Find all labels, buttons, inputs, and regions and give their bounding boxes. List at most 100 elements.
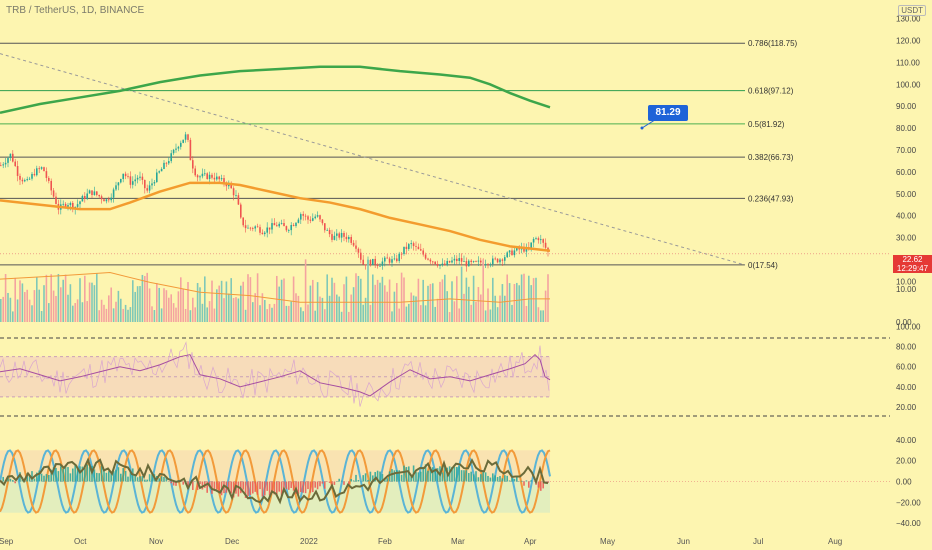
candle-body [271, 223, 273, 230]
volume-bar [480, 294, 482, 322]
candle-body [381, 261, 384, 266]
volume-bar [508, 283, 511, 322]
osc-histogram-bar [93, 469, 96, 482]
candle-body [261, 232, 264, 235]
candle-body [278, 223, 280, 227]
volume-bar [432, 283, 434, 322]
time-tick-label: Jul [753, 537, 763, 546]
osc-histogram-bar [453, 466, 456, 482]
price-tick-label: 40.00 [896, 212, 917, 221]
osc-histogram-bar [480, 474, 482, 482]
osc-histogram-bar [312, 481, 314, 493]
candle-body [232, 188, 235, 196]
candle-body [463, 260, 465, 262]
osc-histogram-bar [424, 464, 427, 482]
candle-body [244, 225, 247, 229]
candle-body [196, 175, 199, 178]
candle-body [360, 252, 362, 260]
candle-body [117, 182, 120, 186]
osc-histogram-bar [386, 478, 388, 482]
osc-histogram-bar [350, 478, 352, 482]
volume-bar [408, 303, 410, 322]
osc-histogram-bar [237, 481, 240, 497]
volume-bar [12, 311, 14, 322]
osc-histogram-bar [343, 481, 345, 485]
volume-bar [280, 279, 283, 322]
candle-body [156, 172, 158, 183]
volume-bar [160, 308, 163, 322]
osc-histogram-bar [57, 471, 60, 482]
candle-body [9, 153, 12, 159]
osc-histogram-bar [540, 481, 542, 491]
osc-histogram-bar [405, 467, 408, 482]
volume-bar [328, 295, 331, 322]
volume-bar [384, 285, 386, 322]
volume-bar [336, 294, 338, 322]
osc-histogram-bar [309, 481, 312, 493]
osc-histogram-bar [451, 467, 453, 482]
osc-histogram-bar [492, 473, 494, 482]
candle-body [28, 178, 31, 180]
candle-body [139, 176, 141, 178]
osc-histogram-bar [290, 481, 292, 489]
osc-histogram-bar [45, 474, 48, 482]
candle-body [326, 229, 328, 231]
candle-body [283, 223, 285, 227]
volume-bar [151, 306, 153, 322]
osc-histogram-bar [196, 481, 199, 490]
candle-body [292, 225, 295, 226]
volume-bar [506, 274, 508, 322]
currency-badge[interactable]: USDT [898, 5, 926, 16]
osc-histogram-bar [100, 466, 103, 482]
candle-body [516, 247, 518, 251]
volume-tick-label: 10.00 [896, 285, 917, 294]
volume-bar [84, 275, 86, 322]
volume-bar [223, 298, 225, 322]
volume-bar [0, 298, 2, 322]
osc-histogram-bar [324, 481, 326, 489]
osc-histogram-bar [338, 478, 340, 482]
osc-histogram-bar [410, 474, 412, 482]
volume-bar [86, 301, 88, 322]
volume-bar [187, 282, 189, 322]
candle-body [33, 173, 36, 176]
candle-body [79, 201, 81, 205]
volume-bar [364, 297, 367, 322]
candle-body [288, 230, 290, 231]
osc-histogram-bar [148, 474, 151, 482]
osc-histogram-bar [494, 475, 496, 482]
candle-body [405, 246, 408, 250]
candle-body [259, 227, 261, 233]
osc-histogram-bar [470, 471, 472, 482]
volume-bar [180, 277, 182, 322]
price-tick-label: 120.00 [896, 37, 921, 46]
rsi-band [0, 356, 550, 397]
symbol-title[interactable]: TRB / TetherUS, 1D, BINANCE [6, 5, 145, 16]
candle-body [127, 176, 129, 177]
osc-histogram-bar [62, 468, 64, 482]
osc-histogram-bar [26, 473, 28, 482]
time-tick-label: May [600, 537, 615, 546]
volume-bar [134, 291, 136, 322]
osc-tick-label: −20.00 [896, 498, 921, 507]
osc-histogram-bar [432, 467, 434, 482]
volume-bar [175, 307, 177, 322]
candle-body [429, 259, 432, 262]
candle-body [0, 165, 2, 167]
price-callout[interactable]: 81.29 [648, 105, 688, 121]
osc-histogram-bar [300, 481, 302, 493]
volume-bar [429, 283, 432, 322]
price-tick-label: 100.00 [896, 80, 921, 89]
candle-body [62, 203, 64, 205]
volume-bar [40, 311, 43, 322]
volume-bar [172, 303, 175, 322]
candle-body [120, 179, 122, 183]
volume-bar [314, 310, 316, 322]
candle-body [412, 243, 415, 247]
osc-histogram-bar [254, 481, 256, 492]
osc-histogram-bar [72, 468, 74, 482]
volume-bar [67, 294, 69, 322]
osc-histogram-bar [117, 467, 120, 482]
time-tick-label: Apr [524, 537, 537, 546]
